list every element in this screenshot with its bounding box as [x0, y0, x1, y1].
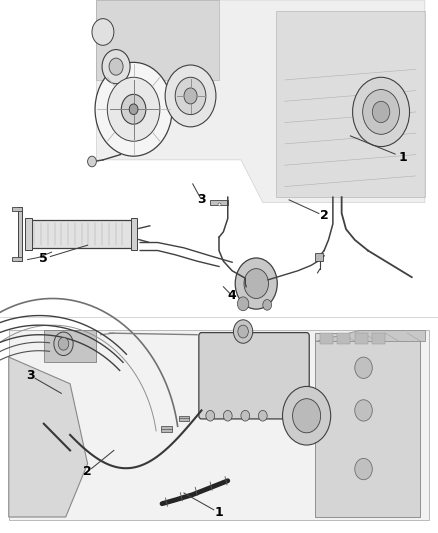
- Bar: [161, 426, 172, 432]
- Circle shape: [184, 88, 197, 104]
- Bar: [131, 218, 137, 250]
- Circle shape: [58, 337, 69, 350]
- Polygon shape: [355, 333, 368, 344]
- Circle shape: [293, 399, 321, 433]
- Circle shape: [165, 65, 216, 127]
- Bar: [30, 220, 133, 248]
- Bar: [315, 333, 420, 517]
- Text: 1: 1: [399, 151, 407, 164]
- Circle shape: [355, 458, 372, 480]
- Text: 4: 4: [228, 289, 237, 302]
- Circle shape: [206, 410, 215, 421]
- Circle shape: [175, 77, 206, 115]
- Polygon shape: [276, 11, 425, 197]
- Polygon shape: [372, 333, 385, 344]
- Circle shape: [238, 325, 248, 338]
- Polygon shape: [18, 207, 22, 261]
- Polygon shape: [44, 330, 96, 362]
- Circle shape: [109, 58, 123, 75]
- Circle shape: [54, 332, 73, 356]
- Circle shape: [92, 19, 114, 45]
- Circle shape: [233, 320, 253, 343]
- Circle shape: [129, 104, 138, 115]
- Polygon shape: [96, 0, 219, 80]
- Circle shape: [88, 156, 96, 167]
- Bar: [179, 416, 189, 421]
- Text: 3: 3: [26, 369, 35, 382]
- Text: 3: 3: [197, 193, 206, 206]
- Text: 1: 1: [215, 506, 223, 519]
- Circle shape: [353, 77, 410, 147]
- Polygon shape: [337, 333, 350, 344]
- Circle shape: [363, 90, 399, 134]
- Circle shape: [372, 101, 390, 123]
- Polygon shape: [12, 257, 22, 261]
- Circle shape: [258, 410, 267, 421]
- Text: 2: 2: [320, 209, 328, 222]
- Circle shape: [107, 77, 160, 141]
- Circle shape: [121, 94, 146, 124]
- Circle shape: [283, 386, 331, 445]
- Circle shape: [237, 297, 249, 311]
- Circle shape: [263, 300, 272, 310]
- Circle shape: [355, 357, 372, 378]
- Polygon shape: [320, 333, 333, 344]
- Text: 2: 2: [83, 465, 92, 478]
- Polygon shape: [96, 0, 425, 203]
- Polygon shape: [9, 357, 88, 517]
- Polygon shape: [210, 200, 228, 205]
- Circle shape: [102, 50, 130, 84]
- Circle shape: [223, 410, 232, 421]
- Polygon shape: [12, 207, 22, 211]
- FancyBboxPatch shape: [199, 333, 309, 419]
- Circle shape: [241, 410, 250, 421]
- Polygon shape: [315, 330, 425, 341]
- Circle shape: [235, 258, 277, 309]
- Circle shape: [244, 269, 268, 298]
- Circle shape: [95, 62, 172, 156]
- Bar: [315, 253, 323, 261]
- Text: 5: 5: [39, 252, 48, 265]
- Circle shape: [355, 400, 372, 421]
- Bar: [9, 330, 429, 520]
- Bar: [25, 218, 32, 250]
